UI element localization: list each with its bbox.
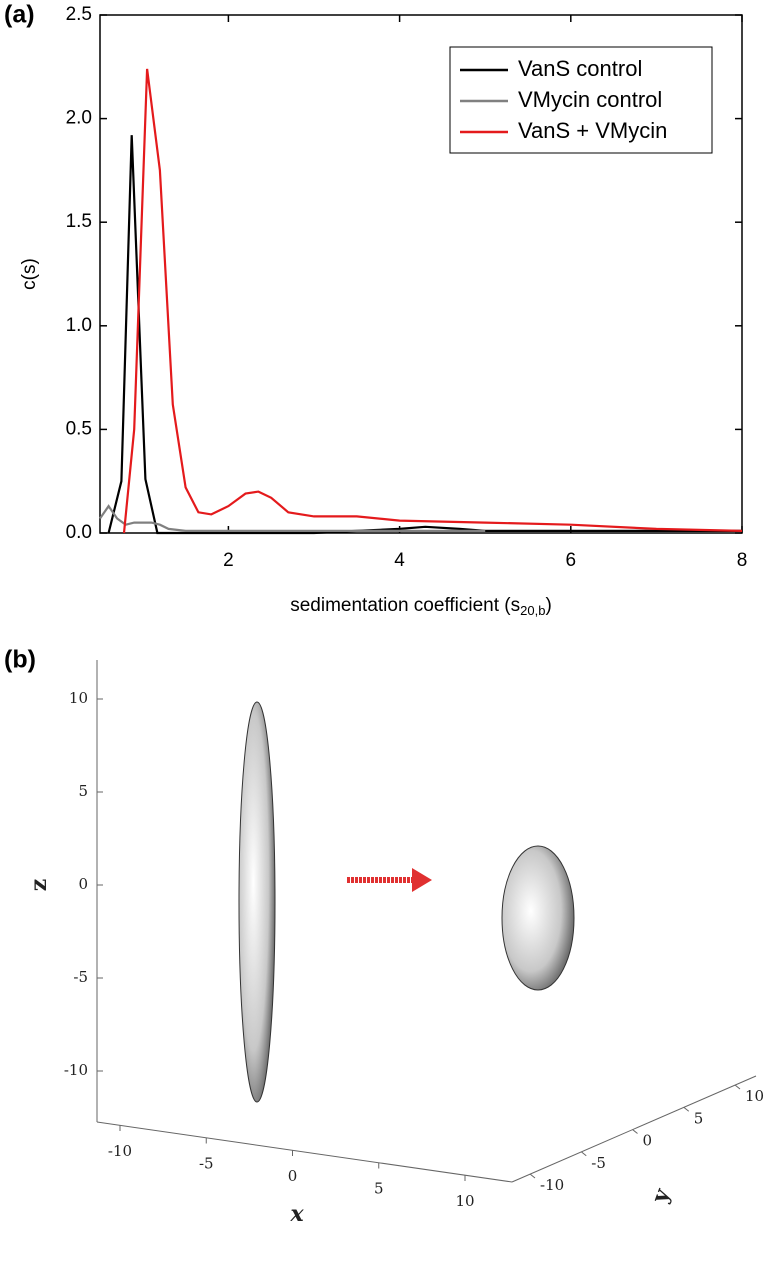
y-axis-label: y: [646, 1184, 676, 1207]
y-tick-label: 1.5: [66, 211, 92, 232]
x-tick-label: 8: [737, 550, 748, 571]
x-axis-line: [96, 1121, 513, 1183]
z-tick-label: -10: [64, 1061, 88, 1079]
series-line: [122, 68, 743, 534]
y-tick-label: 1.0: [66, 315, 92, 336]
y-tick-label: 2.5: [66, 4, 92, 25]
x-axis-label-subscript: 20,b: [520, 603, 545, 618]
y-tick-label: 10: [745, 1087, 764, 1105]
arrow-head: [412, 868, 432, 892]
panel-label: (b): [4, 646, 36, 674]
y-tick: [580, 1151, 587, 1157]
x-tick-label: 4: [394, 550, 405, 571]
panel-label: (a): [4, 1, 35, 29]
y-tick-label: 0.0: [66, 522, 92, 543]
x-tick-label: 6: [566, 550, 577, 571]
y-tick: [734, 1084, 741, 1090]
elongated-ellipsoid: [238, 701, 276, 1103]
x-tick-label: 0: [288, 1167, 298, 1185]
x-tick-label: 10: [455, 1192, 474, 1210]
y-tick: [683, 1106, 690, 1112]
y-tick-label: 2.0: [66, 108, 92, 129]
z-tick-label: -5: [73, 968, 88, 986]
z-tick-label: 10: [69, 689, 88, 707]
z-tick-label: 0: [78, 875, 88, 893]
legend-label: VanS + VMycin: [518, 118, 667, 143]
x-axis-label-part: sedimentation coefficient (s: [290, 595, 520, 616]
y-axis-line: [511, 1075, 757, 1183]
legend-label: VMycin control: [518, 87, 662, 112]
z-tick-label: 5: [78, 782, 88, 800]
legend: VanS control VMycin control VanS + VMycin: [449, 46, 713, 154]
x-axis-label-part: ): [545, 595, 551, 616]
y-axis-label: c(s): [19, 258, 40, 290]
y-tick: [632, 1129, 638, 1134]
y-tick-label: 5: [694, 1109, 704, 1127]
x-tick-label: 2: [223, 550, 234, 571]
x-axis-label: sedimentation coefficient (s20,b): [290, 595, 552, 618]
x-axis-label: x: [289, 1201, 304, 1227]
y-tick-label: 0: [643, 1132, 653, 1150]
y-tick-label: -10: [540, 1176, 564, 1194]
compact-ellipsoid: [501, 845, 575, 991]
plot-frame: [99, 14, 743, 534]
y-tick: [529, 1173, 536, 1179]
series-line: [107, 135, 742, 535]
x-tick-label: 5: [374, 1180, 384, 1198]
z-axis-label: z: [26, 879, 52, 892]
y-tick-label: -5: [591, 1154, 606, 1172]
x-tick-label: -10: [108, 1142, 132, 1160]
y-tick-label: 0.5: [66, 418, 92, 439]
legend-label: VanS control: [518, 56, 642, 81]
x-tick-label: -5: [199, 1155, 214, 1173]
series-line: [99, 504, 486, 532]
